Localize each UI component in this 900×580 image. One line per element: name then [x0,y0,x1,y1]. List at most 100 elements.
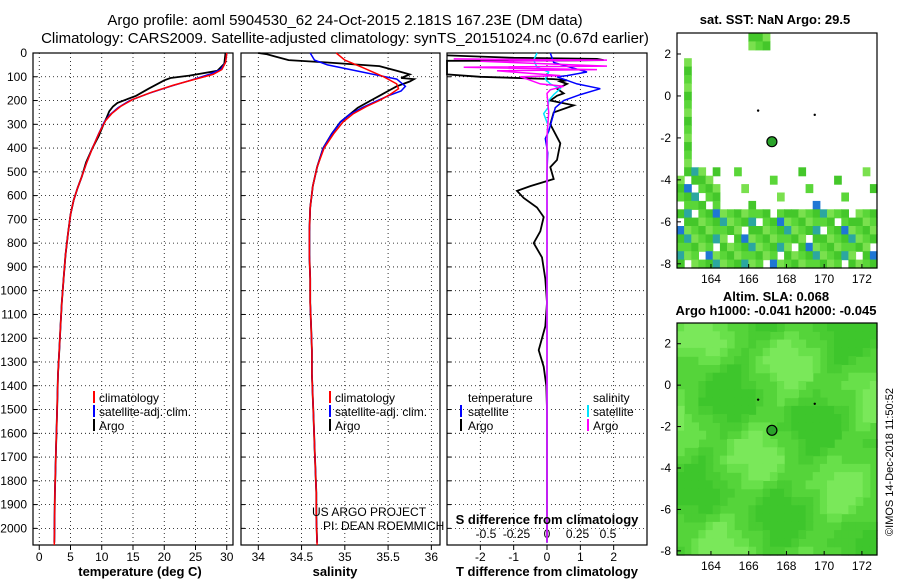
sla-cell [719,364,728,374]
sst-cell [827,226,835,235]
sla-cell [677,405,685,415]
sla-cell [841,488,849,498]
sst-cell [748,209,757,219]
sst-cell [691,226,699,235]
sla-cell [798,364,807,374]
sst-cell [791,251,799,261]
sla-cell [755,430,764,440]
sla-cell [684,331,692,341]
sla-cell [677,389,685,399]
sla-cell [798,521,807,531]
sla-cell [841,480,849,490]
temperature-legend: climatology satellite-adj. clim. Argo [93,391,191,433]
sla-cell [819,497,828,506]
sla-cell [784,405,792,415]
salinity-tick-labels: 34 34.5 35 35.5 36 [252,545,438,564]
sla-cell [777,364,785,374]
sst-cell [719,226,728,235]
sla-cell [827,455,835,465]
sst-cell [741,209,749,219]
sst-cell [691,175,699,185]
sst-cell [855,226,864,235]
sla-cell [769,347,778,357]
sla-cell [698,397,707,407]
sla-cell [819,472,828,481]
sla-cell [791,497,799,506]
sla-cell [748,463,757,473]
sla-cell [798,546,807,556]
sla-cell [848,505,857,515]
longitude-tick-label: 170 [814,559,834,573]
value-tick-label: 0 [544,550,551,564]
sla-cell [841,521,849,531]
depth-tick-label: 1400 [0,379,27,393]
sla-cell [855,389,864,399]
sst-cell [684,158,692,168]
sla-cell [777,339,785,349]
sst-cell [755,251,764,261]
sst-latitude-tick-labels: 2 0 -2 -4 -6 -8 [660,47,681,271]
sst-cell [769,242,778,252]
sst-cell [841,209,849,219]
sla-cell [705,521,714,531]
sst-cell [855,217,864,227]
sla-cell [834,422,842,432]
sla-cell [741,455,749,465]
sla-cell [698,455,707,465]
sla-cell [712,405,721,415]
s-difference-tick-labels: -0.5 -0.25 0 0.25 0.5 [476,527,617,541]
sla-cell [869,530,878,539]
sst-cell [755,41,764,51]
sst-cell [734,226,742,235]
sst-cell [812,217,821,227]
sla-cell [741,372,749,382]
sla-cell [727,372,735,382]
sla-cell [734,364,742,374]
sst-cell [684,83,692,93]
sst-cell [827,234,835,244]
sla-cell [777,347,785,357]
depth-tick-label: 100 [7,70,27,84]
argo-float-marker [766,136,778,148]
value-tick-label: 35.5 [376,550,400,564]
sst-cell [798,259,807,269]
latitude-tick-label: 0 [664,378,671,392]
sst-cell [755,33,764,42]
legend-label-climatology: climatology [335,391,395,405]
sla-cell [741,381,749,390]
sla-cell [712,331,721,341]
sla-cell [791,430,799,440]
sla-cell [798,347,807,357]
sla-cell [784,422,792,432]
sla-cell [712,397,721,407]
sla-cell [698,389,707,399]
sst-cell [862,251,871,261]
sla-cell [791,372,799,382]
sst-cell [755,259,764,269]
sla-cell [741,364,749,374]
sla-cell [855,331,864,341]
salinity-plot-frame [240,52,441,546]
sla-cell [855,397,864,407]
sla-cell [869,439,878,448]
sst-cell [748,200,757,210]
sla-cell [784,530,792,539]
sst-cell [727,209,735,219]
sla-cell [791,422,799,432]
legend-label-t-satellite: satellite [468,405,509,419]
sst-cell [805,226,814,235]
sst-cell [819,234,828,244]
sla-cell [712,521,721,531]
sla-cell [798,405,807,415]
sla-cell [862,339,871,349]
sla-cell [734,455,742,465]
sla-cell [862,488,871,498]
sla-cell [855,546,864,556]
sla-cell [798,447,807,457]
sla-cell [712,472,721,481]
sla-cell [698,347,707,357]
sla-cell [812,439,821,448]
sla-cell [762,538,771,548]
sst-cell [691,251,699,261]
sst-cell [684,100,692,110]
